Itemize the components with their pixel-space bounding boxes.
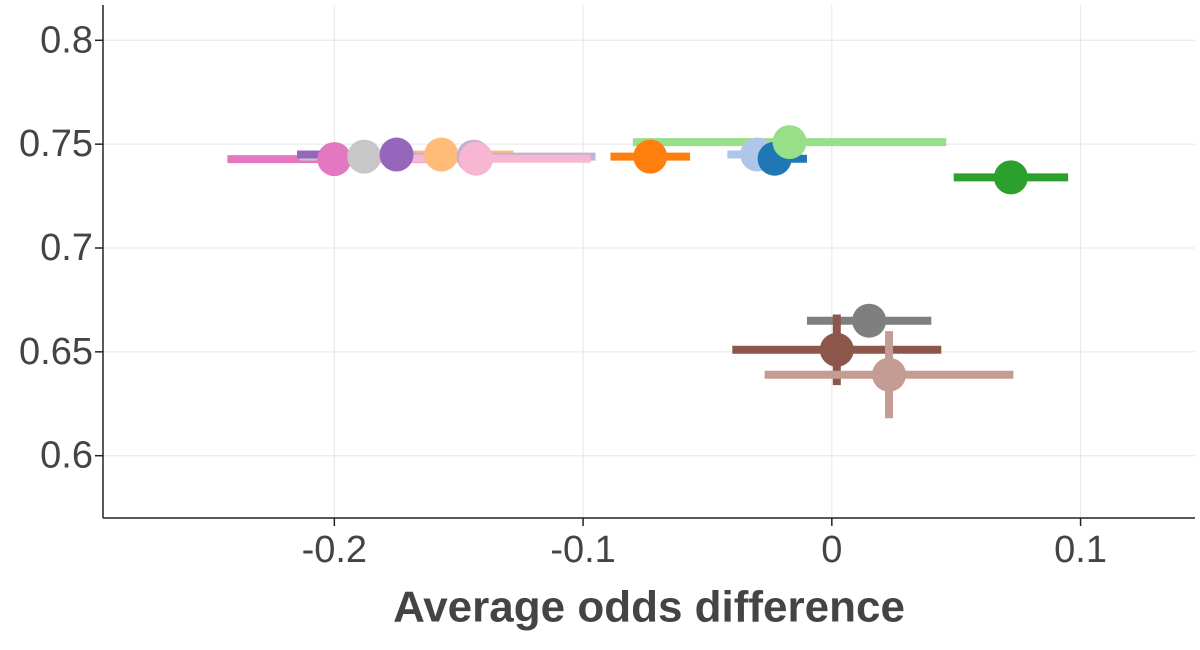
- point: [633, 139, 668, 174]
- point: [424, 137, 459, 172]
- point: [819, 332, 854, 367]
- point: [379, 137, 414, 172]
- point: [872, 357, 907, 392]
- point: [459, 141, 494, 176]
- y-tick-label: 0.6: [40, 435, 93, 477]
- x-tick-label: 0.1: [1054, 529, 1107, 571]
- y-tick-label: 0.65: [19, 331, 93, 373]
- x-tick-label: -0.2: [302, 529, 367, 571]
- point: [317, 142, 352, 177]
- point: [347, 139, 382, 174]
- point: [993, 160, 1028, 195]
- y-tick-label: 0.75: [19, 123, 93, 165]
- x-axis-title: Average odds difference: [393, 583, 905, 632]
- x-tick-label: 0: [821, 529, 842, 571]
- point: [772, 125, 807, 160]
- x-tick-label: -0.1: [550, 529, 615, 571]
- y-tick-label: 0.7: [40, 227, 93, 269]
- point: [852, 303, 887, 338]
- y-tick-label: 0.8: [40, 19, 93, 61]
